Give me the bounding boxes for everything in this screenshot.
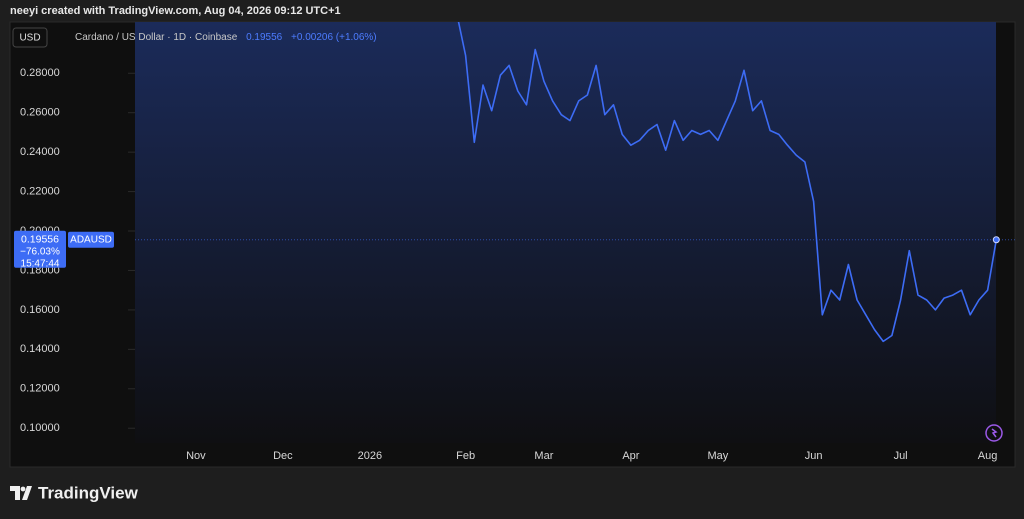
y-tick-label: 0.14000 — [20, 343, 60, 355]
y-tick-label: 0.12000 — [20, 383, 60, 395]
price-line — [457, 22, 998, 343]
symbol-tag: ADAUSD — [70, 234, 112, 245]
x-tick-label: Dec — [273, 450, 293, 462]
price-tag-change: −76.03% — [20, 246, 60, 257]
x-tick-label: Mar — [534, 450, 553, 462]
legend-change: +0.00206 (+1.06%) — [291, 32, 377, 43]
legend-price: 0.19556 — [246, 32, 283, 43]
area-fill — [135, 22, 996, 443]
logo-dot — [20, 486, 26, 492]
x-tick-label: Feb — [456, 450, 475, 462]
y-tick-label: 0.22000 — [20, 185, 60, 197]
x-tick-label: 2026 — [358, 450, 382, 462]
last-point — [992, 236, 1000, 244]
labels: 0.100000.120000.140000.160000.180000.200… — [14, 67, 997, 462]
header: neeyi created with TradingView.com, Aug … — [10, 5, 341, 17]
logo — [10, 486, 32, 500]
replay-icon[interactable] — [985, 424, 1003, 442]
price-tag-box — [14, 230, 66, 268]
x-tick-label: Nov — [186, 450, 206, 462]
x-tick-label: May — [708, 450, 729, 462]
currency-box[interactable] — [12, 27, 48, 48]
footer-brand: TradingView — [38, 483, 139, 502]
x-tick-label: Aug — [978, 450, 998, 462]
logo-mark — [10, 486, 32, 500]
icon-bolt[interactable] — [991, 428, 998, 438]
price-tag: 0.19556−76.03%15:47:44 ADAUSD — [14, 230, 114, 269]
symbol-tag-box — [68, 231, 114, 248]
x-tick-label: Apr — [622, 450, 639, 462]
icon-ring[interactable] — [985, 424, 1003, 442]
currency[interactable]: USD — [19, 33, 40, 44]
legend: Cardano / US Dollar · 1D · Coinbase 0.19… — [75, 32, 377, 43]
series — [457, 22, 998, 343]
y-tick-label: 0.26000 — [20, 107, 60, 119]
x-tick-label: Jul — [894, 450, 908, 462]
y-tick-label: 0.28000 — [20, 67, 60, 79]
y-tick-label: 0.24000 — [20, 146, 60, 158]
price-tag-value: 0.19556 — [21, 234, 59, 246]
x-tick-label: Jun — [805, 450, 823, 462]
y-tick-label: 0.10000 — [20, 422, 60, 434]
plot — [135, 22, 1015, 343]
legend-title: Cardano / US Dollar · 1D · Coinbase — [75, 32, 238, 43]
price-tag-countdown: 15:47:44 — [21, 258, 60, 269]
y-tick-label: 0.16000 — [20, 304, 60, 316]
